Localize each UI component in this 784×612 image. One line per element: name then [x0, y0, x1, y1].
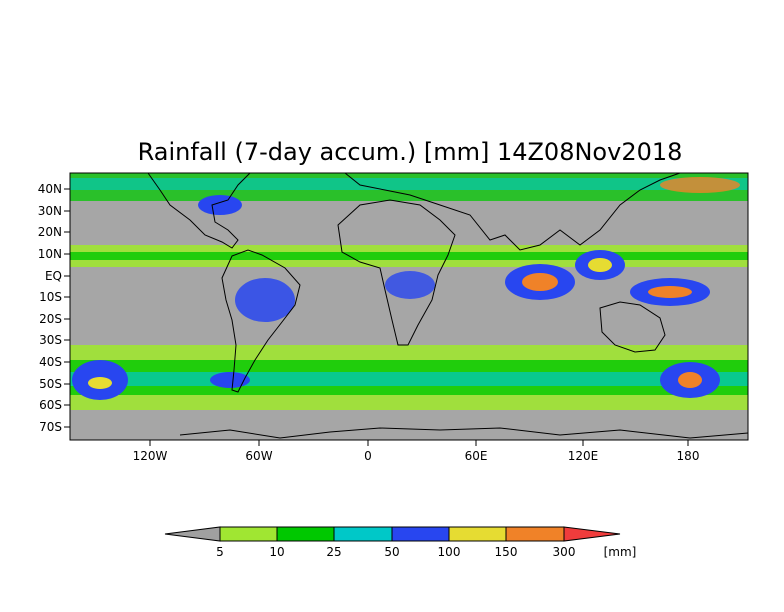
lat-label: 20S: [39, 312, 62, 326]
colorbar-label: 5: [216, 545, 224, 559]
rain-patch-south-pacific-core: [678, 372, 702, 388]
south-america-outline: [221, 249, 301, 393]
colorbar-label: 10: [269, 545, 284, 559]
rainfall-field: [70, 173, 748, 410]
lon-label: 60W: [245, 449, 272, 463]
colorbar-seg-6: [505, 526, 565, 542]
colorbar-seg-1: [219, 526, 278, 542]
rain-band-northern-core: [70, 178, 748, 190]
colorbar-seg-3: [333, 526, 393, 542]
lon-tick: 0: [364, 440, 372, 463]
lon-tick: 120W: [133, 440, 168, 463]
map-frame: [69, 172, 749, 441]
lat-tick: 50S: [39, 377, 70, 391]
rain-patch-central-africa: [385, 271, 435, 299]
lat-tick: 20S: [39, 312, 70, 326]
rain-patch-southeast-pacific-core: [88, 377, 112, 389]
lat-tick: 10N: [38, 247, 70, 261]
lat-label: 30N: [38, 204, 62, 218]
lat-tick: EQ: [45, 269, 70, 283]
antarctica-outline: [179, 427, 749, 439]
lat-label: 40S: [39, 355, 62, 369]
rain-band-itcz-core: [70, 252, 748, 260]
north-america-outline: [147, 172, 251, 249]
colorbar-seg-5: [448, 526, 507, 542]
colorbar-unit: [mm]: [604, 545, 637, 559]
colorbar: 5 10 25 50 100 150 300 [mm]: [164, 526, 637, 559]
rain-patch-south-atlantic: [210, 372, 250, 388]
lat-label: 20N: [38, 225, 62, 239]
rain-band-southern-heavy: [70, 372, 748, 386]
lat-label: EQ: [45, 269, 62, 283]
lon-label: 120W: [133, 449, 168, 463]
africa-outline: [337, 199, 456, 346]
lat-tick: 20N: [38, 225, 70, 239]
lat-label: 50S: [39, 377, 62, 391]
lon-tick: 120E: [568, 440, 599, 463]
europe-asia-outline: [344, 172, 681, 251]
colorbar-seg-2: [276, 526, 335, 542]
continent-outlines: [147, 172, 749, 439]
colorbar-label: 150: [495, 545, 518, 559]
colorbar-seg-low: [164, 526, 221, 542]
lat-tick: 60S: [39, 398, 70, 412]
lat-label: 60S: [39, 398, 62, 412]
lat-axis: 40N 30N 20N 10N EQ 10S 20S 30S 40S 50S 6…: [38, 182, 70, 434]
lon-tick: 180: [677, 440, 700, 463]
rain-patch-north-pacific: [660, 177, 740, 193]
lon-label: 60E: [465, 449, 488, 463]
lat-tick: 40N: [38, 182, 70, 196]
lat-tick: 30N: [38, 204, 70, 218]
lat-tick: 40S: [39, 355, 70, 369]
lat-label: 10S: [39, 290, 62, 304]
lat-label: 70S: [39, 420, 62, 434]
lon-label: 0: [364, 449, 372, 463]
lon-tick: 60W: [245, 440, 273, 463]
colorbar-label: 50: [384, 545, 399, 559]
map-panel: 40N 30N 20N 10N EQ 10S 20S 30S 40S 50S 6…: [38, 172, 749, 463]
rain-patch-indian-ocean-core: [522, 273, 558, 291]
lon-label: 120E: [568, 449, 599, 463]
colorbar-label: 100: [438, 545, 461, 559]
map-title: Rainfall (7-day accum.) [mm] 14Z08Nov201…: [138, 138, 683, 166]
rain-patch-north-atlantic: [198, 195, 242, 215]
lat-tick: 70S: [39, 420, 70, 434]
colorbar-seg-4: [391, 526, 450, 542]
rain-patch-maritime-core: [588, 258, 612, 272]
colorbar-label: 25: [326, 545, 341, 559]
lon-label: 180: [677, 449, 700, 463]
rain-patch-amazon: [235, 278, 295, 322]
lat-tick: 30S: [39, 333, 70, 347]
colorbar-label: 300: [553, 545, 576, 559]
lon-axis: 120W 60W 0 60E 120E 180: [133, 440, 700, 463]
colorbar-seg-high: [563, 526, 621, 542]
rain-patch-west-pacific-core: [648, 286, 692, 298]
lat-label: 10N: [38, 247, 62, 261]
lon-tick: 60E: [465, 440, 488, 463]
lat-label: 30S: [39, 333, 62, 347]
lat-label: 40N: [38, 182, 62, 196]
australia-outline: [599, 301, 666, 353]
lat-tick: 10S: [39, 290, 70, 304]
